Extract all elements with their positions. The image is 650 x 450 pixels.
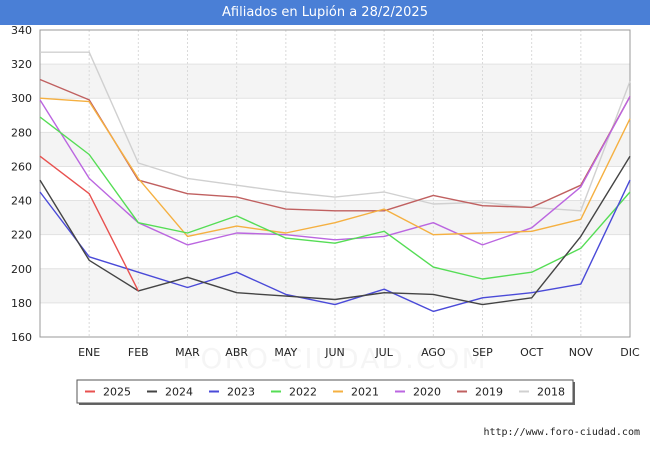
- legend-label-2022: 2022: [289, 386, 317, 399]
- x-tick-label: MAR: [175, 346, 200, 359]
- x-tick-label: JUL: [374, 346, 393, 359]
- legend-label-2023: 2023: [227, 386, 255, 399]
- legend-label-2019: 2019: [475, 386, 503, 399]
- series-line-2025: [39, 155, 139, 292]
- y-tick-label: 240: [11, 195, 32, 208]
- y-tick-label: 260: [11, 160, 32, 173]
- y-tick-label: 280: [11, 126, 32, 139]
- legend-label-2021: 2021: [351, 386, 379, 399]
- y-tick-label: 200: [11, 263, 32, 276]
- grid-band: [40, 64, 630, 99]
- grid-band: [40, 132, 630, 167]
- x-tick-label: JUN: [324, 346, 345, 359]
- y-tick-label: 160: [11, 331, 32, 344]
- legend-label-2025: 2025: [103, 386, 131, 399]
- x-tick-label: ABR: [225, 346, 248, 359]
- series-line-2023: [39, 179, 631, 313]
- legend-label-2020: 2020: [413, 386, 441, 399]
- chart-title: Afiliados en Lupión a 28/2/2025: [0, 0, 650, 25]
- x-tick-label: FEB: [128, 346, 149, 359]
- y-tick-label: 220: [11, 229, 32, 242]
- x-tick-label: SEP: [472, 346, 493, 359]
- watermark: FORO-CIUDAD.COM: [182, 342, 487, 375]
- x-tick-label: MAY: [274, 346, 297, 359]
- series-line-2022: [39, 116, 631, 280]
- legend-box: [76, 379, 574, 404]
- x-tick-label: AGO: [421, 346, 446, 359]
- x-tick-label: NOV: [569, 346, 594, 359]
- y-tick-label: 340: [11, 24, 32, 37]
- series-line-2019: [39, 78, 631, 212]
- y-tick-label: 320: [11, 58, 32, 71]
- x-tick-label: OCT: [520, 346, 543, 359]
- source-url: http://www.foro-ciudad.com: [483, 427, 640, 438]
- x-tick-label: DIC: [620, 346, 640, 359]
- legend-label-2018: 2018: [537, 386, 565, 399]
- series-line-2021: [39, 97, 631, 238]
- plot-border: [39, 29, 631, 338]
- y-tick-label: 180: [11, 297, 32, 310]
- x-tick-label: ENE: [78, 346, 100, 359]
- legend-label-2024: 2024: [165, 386, 193, 399]
- y-tick-label: 300: [11, 92, 32, 105]
